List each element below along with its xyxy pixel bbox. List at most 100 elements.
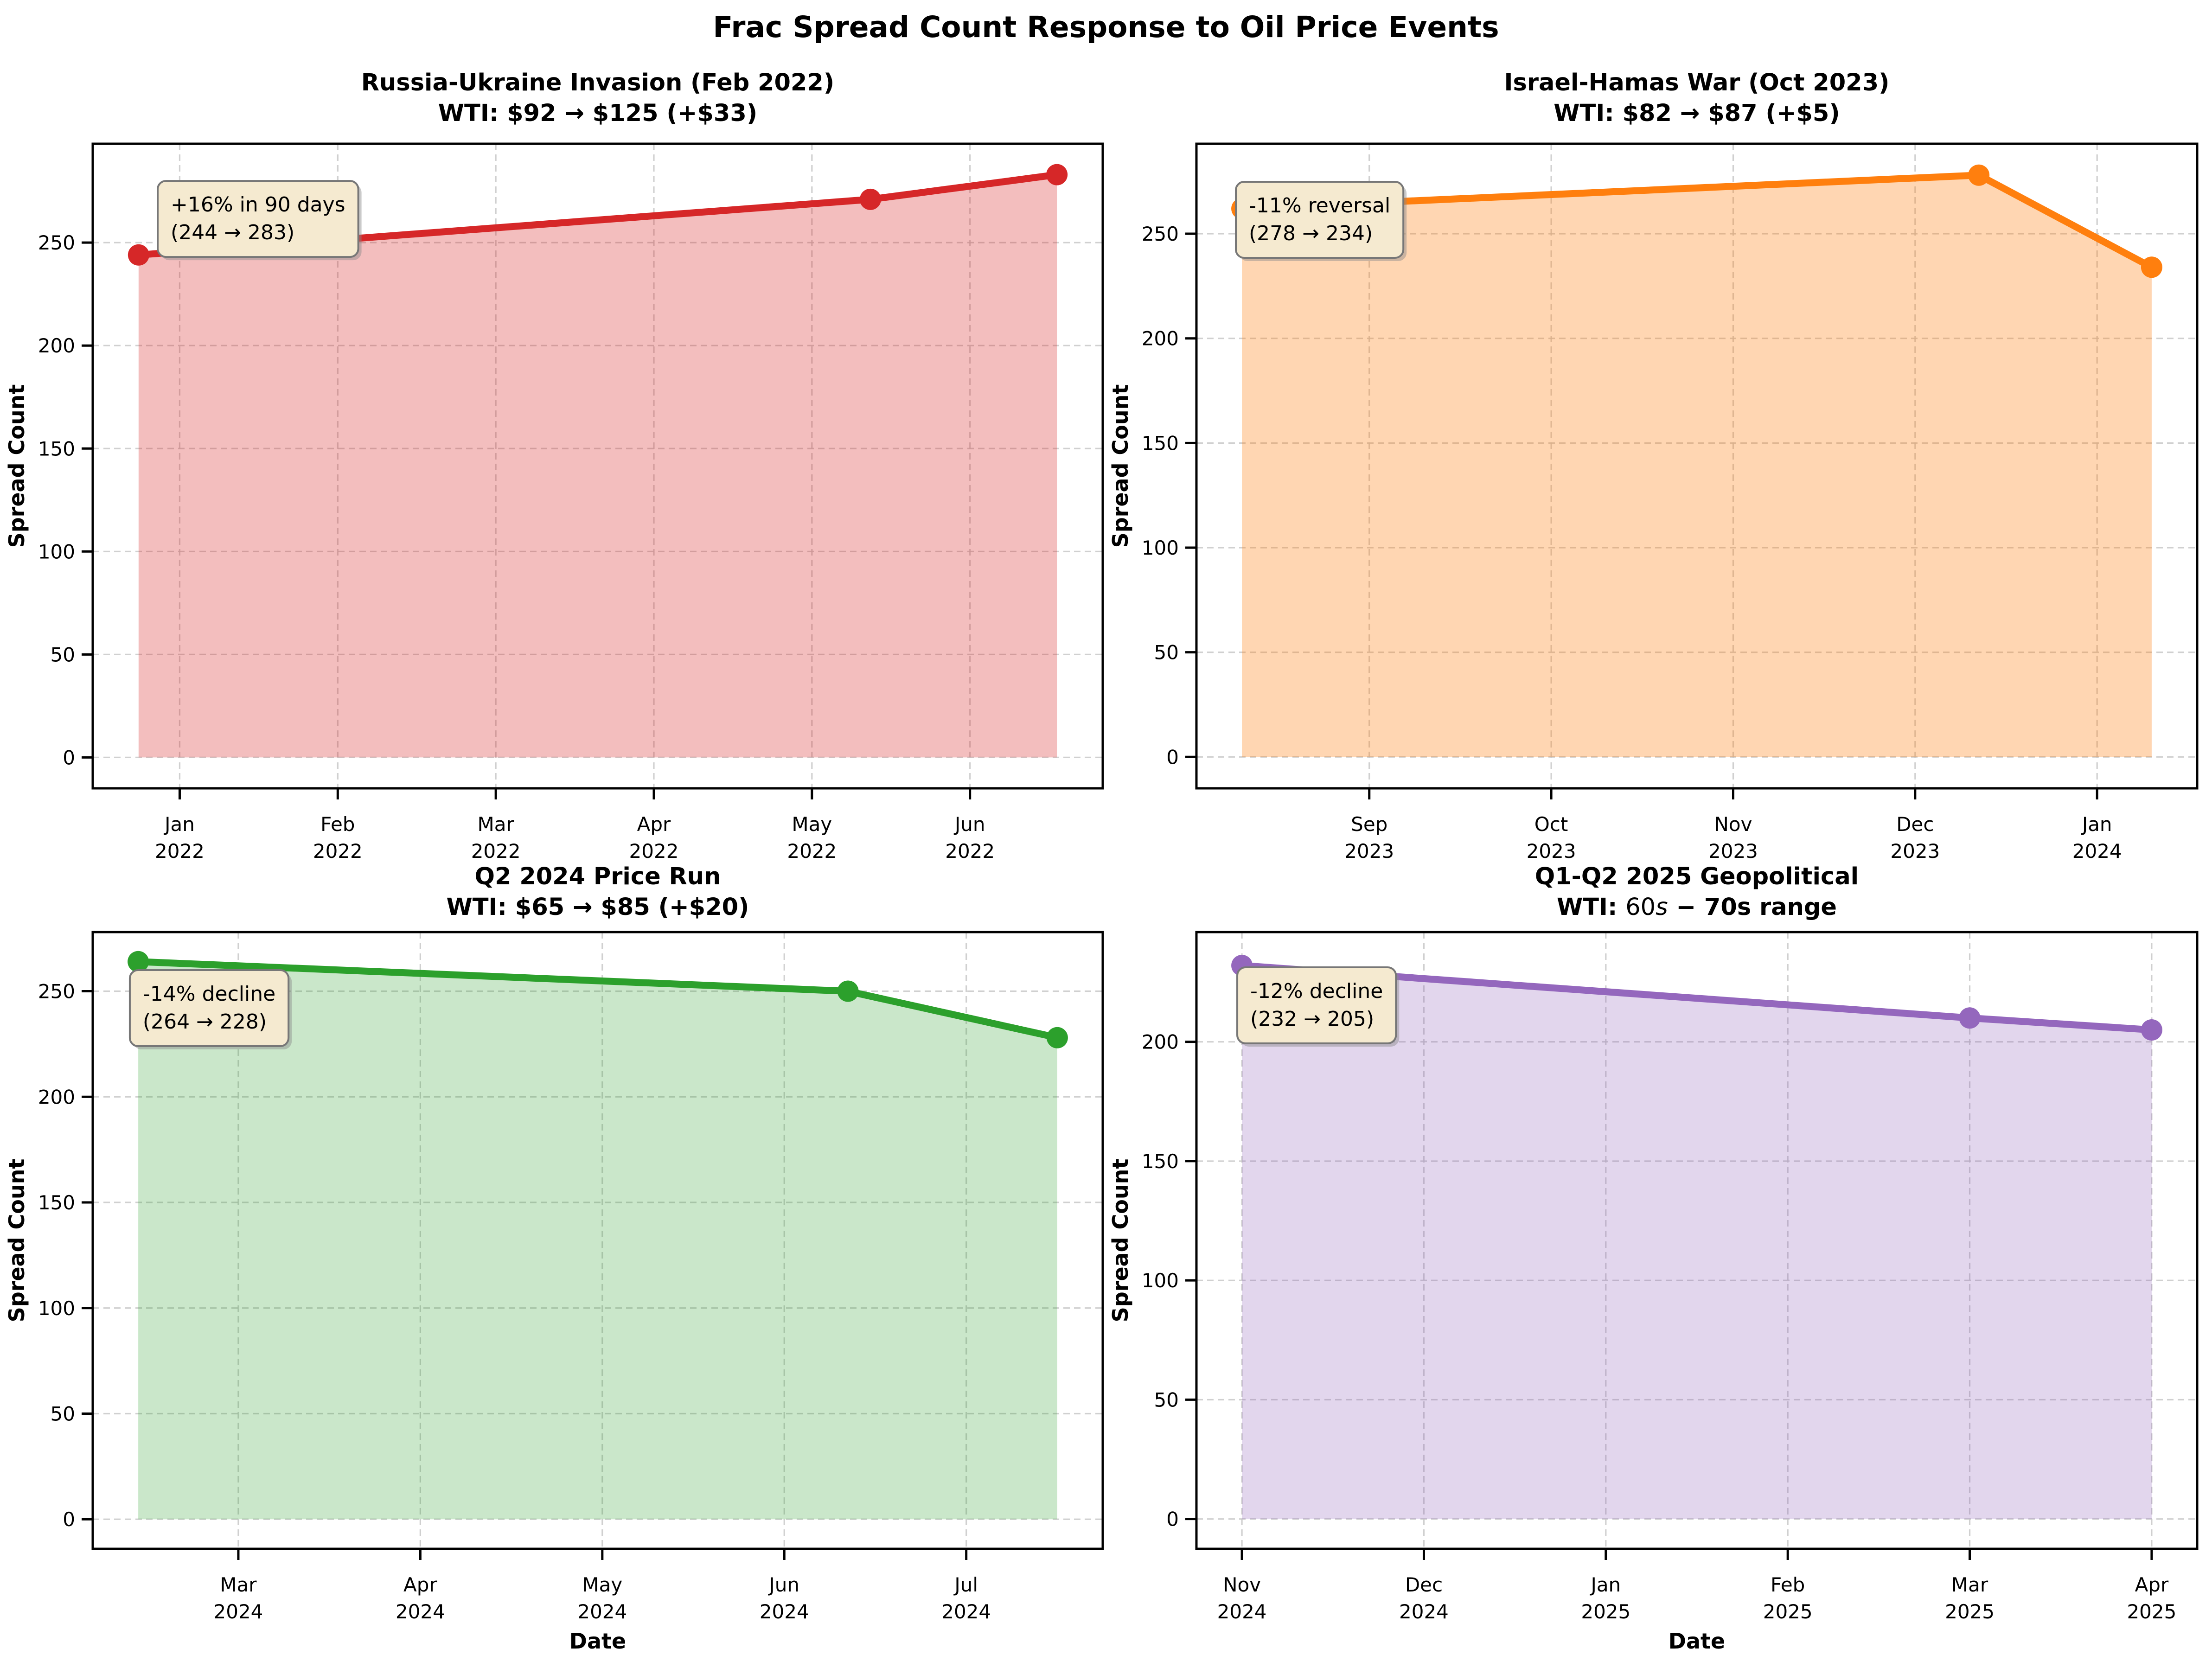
axes-spines <box>1195 142 2199 790</box>
subplot-title-q2-2024: Q2 2024 Price Run WTI: $65 → $85 (+$20) <box>46 862 1149 923</box>
y-tick-label: 50 <box>1154 641 1179 664</box>
y-tick-label: 50 <box>1154 1388 1179 1411</box>
x-tick-label-month: May <box>582 1573 622 1596</box>
y-tick-label: 0 <box>63 1508 75 1531</box>
subplot-title-line2: WTI: $92 → $125 (+$33) <box>438 100 758 127</box>
y-tick-label: 0 <box>63 746 75 769</box>
data-point-marker <box>128 244 149 266</box>
subplot-title-line2: WTI: $65 → $85 (+$20) <box>446 894 749 921</box>
x-tick-label-month: Jan <box>163 813 195 836</box>
annotation-israel-hamas: -11% reversal (278 → 234) <box>1235 181 1407 262</box>
x-tick-label-month: Dec <box>1405 1573 1443 1596</box>
y-tick-label: 200 <box>38 1086 75 1108</box>
x-tick-label-month: Feb <box>320 813 355 836</box>
x-tick-label-month: Jun <box>767 1573 799 1596</box>
x-tick-label-year: 2024 <box>214 1600 263 1623</box>
annotation-box <box>128 969 290 1048</box>
subplot-russia-ukraine: Jan 2022 Feb 2022 Mar 2022 Apr 2022 May 2022 Jun 20… <box>4 142 1104 863</box>
annotation-line2: (278 → 234) <box>1249 222 1373 245</box>
series-area <box>1242 965 2152 1519</box>
series-area <box>138 174 1057 758</box>
y-tick-label: 200 <box>38 334 75 357</box>
y-tick-label: 100 <box>38 1297 75 1320</box>
x-tick-label-year: 2022 <box>787 840 837 863</box>
annotation-line1: +16% in 90 days <box>171 193 345 217</box>
x-tick-label-year: 2024 <box>577 1600 627 1623</box>
x-tick-label-year: 2024 <box>941 1600 991 1623</box>
x-tick-label-month: Mar <box>220 1573 257 1596</box>
x-axis-label: Date <box>569 1629 626 1654</box>
x-tick-label-year: 2025 <box>2127 1600 2176 1623</box>
x-tick-label-month: Mar <box>1951 1573 1988 1596</box>
y-tick-label: 250 <box>38 980 75 1003</box>
subplot-q1-q2-2025-geopolitical: Nov 2024 Dec 2024 Jan 2025 Feb 2025 Mar 2025 Apr 20… <box>1108 931 2199 1654</box>
subtitle-segment: 70s range <box>1704 894 1837 921</box>
subplot-title-line1: Q1-Q2 2025 Geopolitical <box>1534 863 1859 890</box>
data-point-marker <box>1968 164 1990 186</box>
axes-spines <box>91 931 1104 1550</box>
annotation-line2: (264 → 228) <box>143 1010 267 1034</box>
annotation-q1-q2-2025-geopolitical: -12% decline (232 → 205) <box>1236 966 1400 1047</box>
x-tick-label-month: Nov <box>1223 1573 1261 1596</box>
y-tick-label: 100 <box>1142 1269 1179 1292</box>
annotation-line2: (244 → 283) <box>171 221 294 244</box>
y-tick-label: 100 <box>1142 537 1179 559</box>
annotation-russia-ukraine: +16% in 90 days (244 → 283) <box>157 180 362 261</box>
y-tick-label: 250 <box>1142 223 1179 245</box>
x-tick-label-year: 2025 <box>1763 1600 1813 1623</box>
x-tick-label-year: 2025 <box>1581 1600 1630 1623</box>
annotation-box <box>157 180 359 258</box>
y-tick-label: 150 <box>1142 432 1179 454</box>
x-tick-label-year: 2024 <box>1399 1600 1449 1623</box>
x-tick-label-month: Apr <box>637 813 671 836</box>
subplot-title-q1-q2-2025: Q1-Q2 2025 Geopolitical WTI: 60s − 70s r… <box>1150 862 2212 923</box>
x-tick-label-month: May <box>792 813 832 836</box>
x-tick-label-month: Nov <box>1714 813 1752 836</box>
y-tick-label: 0 <box>1166 1508 1179 1531</box>
subplot-title-line1: Russia-Ukraine Invasion (Feb 2022) <box>361 69 835 96</box>
data-point-marker <box>2141 256 2162 278</box>
x-tick-label-month: Feb <box>1771 1573 1805 1596</box>
data-point-marker <box>128 951 149 972</box>
y-tick-label: 200 <box>1142 327 1179 350</box>
subplot-title-line1: Q2 2024 Price Run <box>474 863 721 890</box>
x-tick-label-month: Oct <box>1534 813 1568 836</box>
y-axis-label: Spread Count <box>4 1159 29 1323</box>
subplot-title-line1: Israel-Hamas War (Oct 2023) <box>1504 69 1890 96</box>
x-tick-label-year: 2023 <box>1708 840 1758 863</box>
subplot-title-line2: WTI: 60s − 70s range <box>1150 892 2212 923</box>
subtitle-segment: 60 <box>1625 894 1656 921</box>
y-tick-label: 50 <box>51 643 75 666</box>
annotation-line1: -14% decline <box>143 982 275 1006</box>
annotation-q2-2024-price-run: -14% decline (264 → 228) <box>128 969 292 1050</box>
axes-spines <box>91 142 1104 790</box>
y-tick-label: 0 <box>1166 746 1179 768</box>
x-tick-label-year: 2024 <box>396 1600 445 1623</box>
y-axis-label: Spread Count <box>1108 1159 1133 1323</box>
subplot-q2-2024-price-run: Mar 2024 Apr 2024 May 2024 Jun 2024 Jul 2024 0 50 10… <box>4 931 1104 1654</box>
annotation-line1: -11% reversal <box>1249 194 1390 217</box>
x-tick-label-year: 2025 <box>1945 1600 1995 1623</box>
subplot-israel-hamas: Sep 2023 Oct 2023 Nov 2023 Dec 2023 Jan 2024 0 50 10… <box>1108 142 2199 863</box>
data-point-marker <box>1046 1027 1068 1048</box>
y-tick-label: 100 <box>38 540 75 563</box>
data-point-marker <box>859 188 881 210</box>
subplot-title-line2: WTI: $82 → $87 (+$5) <box>1554 100 1840 127</box>
y-tick-label: 200 <box>1142 1031 1179 1054</box>
y-axis-label: Spread Count <box>4 384 29 548</box>
x-tick-label-year: 2024 <box>1217 1600 1267 1623</box>
data-point-marker <box>837 980 859 1002</box>
x-tick-label-year: 2022 <box>155 840 205 863</box>
x-tick-label-year: 2022 <box>629 840 679 863</box>
data-point-marker <box>1959 1007 1981 1029</box>
y-tick-label: 250 <box>38 231 75 254</box>
x-tick-label-year: 2024 <box>2072 840 2122 863</box>
x-tick-label-month: Jan <box>1589 1573 1621 1596</box>
x-tick-label-month: Jan <box>2081 813 2112 836</box>
y-axis-label: Spread Count <box>1108 384 1133 548</box>
y-tick-label: 150 <box>38 1191 75 1214</box>
x-tick-label-month: Apr <box>403 1573 437 1596</box>
subplot-title-russia-ukraine: Russia-Ukraine Invasion (Feb 2022) WTI: … <box>46 68 1149 129</box>
